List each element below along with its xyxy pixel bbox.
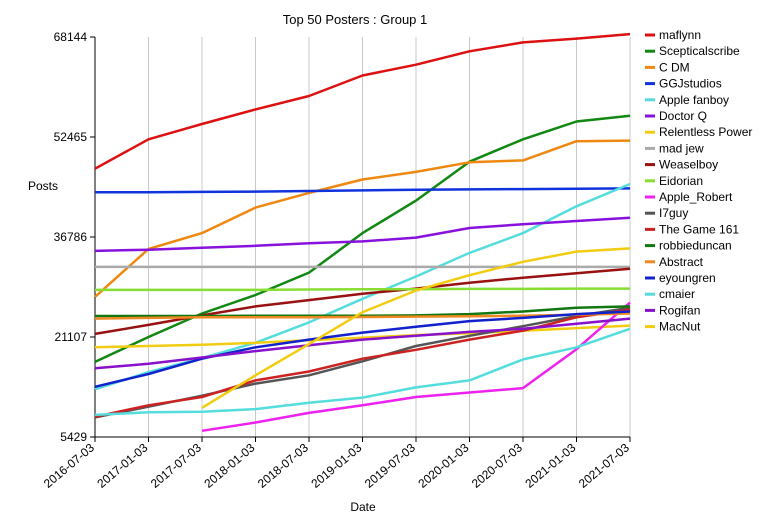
legend-label: GGJstudios: [659, 77, 722, 91]
legend-label: Abstract: [659, 255, 704, 269]
series-line-ggjstudios: [95, 187, 631, 194]
legend-label: Scepticalscribe: [659, 44, 740, 58]
series-line-robbieduncan: [95, 305, 631, 318]
axes: 5429211073678652465681442016-07-032017-0…: [41, 30, 632, 491]
legend-item: mad jew: [645, 141, 704, 155]
chart-title: Top 50 Posters : Group 1: [283, 12, 428, 27]
grid: [94, 37, 631, 437]
series-line-scepticalscribe: [94, 114, 631, 364]
legend-item: Scepticalscribe: [645, 44, 740, 58]
x-tick-label: 2018-01-03: [201, 440, 257, 490]
legend-item: The Game 161: [645, 222, 739, 236]
x-tick-label: 2017-07-03: [148, 440, 204, 490]
series-line-doctor-q: [94, 216, 631, 253]
y-tick-label: 5429: [60, 430, 87, 444]
legend-label: Weaselboy: [659, 158, 718, 172]
legend-label: mad jew: [659, 141, 704, 155]
series-line-eidorian: [95, 287, 630, 292]
legend-item: Apple fanboy: [645, 93, 729, 107]
series-layer: [94, 32, 631, 433]
legend-label: Doctor Q: [659, 109, 707, 123]
legend-label: maflynn: [659, 28, 701, 42]
legend-label: Apple_Robert: [659, 190, 733, 204]
legend-item: GGJstudios: [645, 77, 722, 91]
series-line-cmaier: [94, 327, 631, 417]
y-axis-label: Posts: [28, 179, 58, 193]
series-line-rogifan: [94, 317, 631, 370]
legend-item: Relentless Power: [645, 125, 752, 139]
x-tick-label: 2019-01-03: [308, 440, 364, 490]
legend-label: The Game 161: [659, 222, 739, 236]
x-tick-label: 2019-07-03: [362, 440, 418, 490]
x-tick-label: 2016-07-03: [41, 440, 97, 490]
legend-item: eyoungren: [645, 271, 716, 285]
x-tick-label: 2018-07-03: [255, 440, 311, 490]
legend-item: MacNut: [645, 320, 701, 334]
legend-label: Rogifan: [659, 303, 700, 317]
series-line-eyoungren: [94, 310, 631, 389]
legend-label: MacNut: [659, 320, 701, 334]
legend-item: maflynn: [645, 28, 701, 42]
legend-item: Eidorian: [645, 174, 703, 188]
legend-item: Doctor Q: [645, 109, 707, 123]
x-tick-label: 2020-07-03: [469, 440, 525, 490]
series-line-c-dm: [94, 139, 631, 298]
series-line-relentless-power: [94, 324, 631, 349]
legend-label: Apple fanboy: [659, 93, 729, 107]
legend-item: Abstract: [645, 255, 704, 269]
series-line-abstract: [94, 312, 631, 320]
y-tick-label: 36786: [54, 230, 88, 244]
x-tick-label: 2021-07-03: [576, 440, 632, 490]
y-tick-label: 68144: [54, 30, 88, 44]
legend-item: Rogifan: [645, 303, 700, 317]
series-line-apple-robert: [201, 301, 631, 433]
x-tick-label: 2020-01-03: [415, 440, 471, 490]
x-tick-label: 2017-01-03: [94, 440, 150, 490]
legend-item: Apple_Robert: [645, 190, 733, 204]
legend-label: C DM: [659, 60, 690, 74]
legend-item: cmaier: [645, 287, 695, 301]
legend-label: robbieduncan: [659, 239, 732, 253]
legend: maflynn Scepticalscribe C DM GGJstudios Appl…: [645, 28, 752, 334]
legend-item: C DM: [645, 60, 690, 74]
legend-label: Relentless Power: [659, 125, 752, 139]
x-axis-label: Date: [350, 500, 376, 514]
series-line-maflynn: [94, 32, 631, 170]
y-tick-label: 21107: [55, 330, 88, 344]
legend-label: eyoungren: [659, 271, 716, 285]
legend-item: robbieduncan: [645, 239, 732, 253]
legend-label: Eidorian: [659, 174, 703, 188]
y-tick-label: 52465: [54, 130, 88, 144]
legend-label: cmaier: [659, 287, 695, 301]
legend-item: Weaselboy: [645, 158, 718, 172]
legend-label: I7guy: [659, 206, 688, 220]
x-tick-label: 2021-01-03: [522, 440, 578, 490]
series-line-macnut: [201, 247, 631, 409]
legend-item: I7guy: [645, 206, 688, 220]
